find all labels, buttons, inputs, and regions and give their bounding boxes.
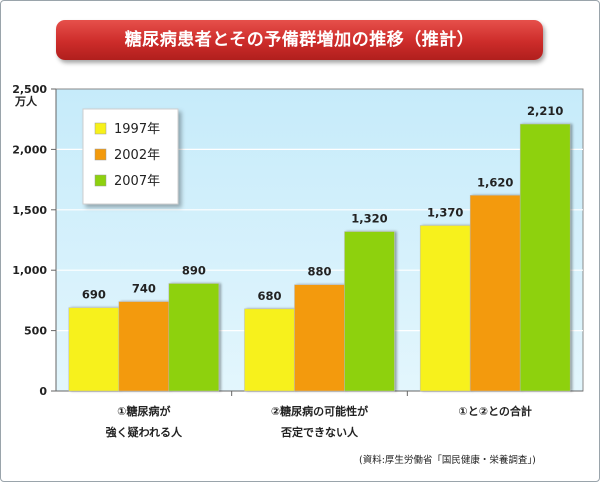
bar bbox=[294, 284, 345, 392]
x-category-label: 否定できない人 bbox=[280, 425, 359, 439]
bar-value-label: 2,210 bbox=[527, 104, 563, 118]
y-tick-label: 1,500 bbox=[12, 204, 47, 217]
bar bbox=[419, 225, 471, 392]
legend-label: 2002年 bbox=[114, 148, 160, 163]
bar bbox=[469, 195, 521, 392]
bar bbox=[344, 231, 395, 392]
y-tick-label: 2,000 bbox=[12, 143, 47, 156]
bar-value-label: 1,620 bbox=[477, 175, 513, 189]
bar-value-label: 880 bbox=[307, 265, 331, 279]
legend-label: 1997年 bbox=[114, 122, 160, 137]
bar-value-label: 690 bbox=[82, 288, 106, 302]
x-category-label: ①糖尿病が bbox=[117, 404, 170, 418]
bar bbox=[244, 308, 295, 392]
y-tick-label: 2,500 bbox=[12, 83, 47, 96]
bar-value-label: 1,320 bbox=[351, 212, 387, 226]
y-axis-unit: 万人 bbox=[14, 94, 38, 108]
x-category-label: 強く疑われる人 bbox=[106, 425, 183, 439]
bar-value-label: 740 bbox=[132, 282, 156, 296]
bar-value-label: 1,370 bbox=[427, 206, 463, 220]
legend-label: 2007年 bbox=[114, 174, 160, 189]
y-tick-label: 1,000 bbox=[12, 264, 47, 277]
chart-title: 糖尿病患者とその予備群増加の推移（推計） bbox=[56, 20, 543, 60]
source-note: (資料:厚生労働省「国民健康・栄養調査」) bbox=[359, 455, 536, 466]
bar-value-label: 680 bbox=[257, 289, 281, 303]
bar bbox=[519, 123, 571, 392]
bar-value-label: 890 bbox=[182, 263, 206, 277]
legend-swatch bbox=[94, 122, 107, 135]
legend-swatch bbox=[94, 148, 107, 161]
y-tick-label: 500 bbox=[24, 325, 47, 338]
bar bbox=[118, 301, 170, 392]
bar bbox=[68, 307, 120, 392]
legend-swatch bbox=[94, 174, 107, 187]
y-tick-label: 0 bbox=[39, 385, 47, 398]
x-category-label: ②糖尿病の可能性が bbox=[271, 404, 368, 418]
bar bbox=[168, 283, 220, 392]
x-category-label: ①と②との合計 bbox=[458, 404, 532, 418]
